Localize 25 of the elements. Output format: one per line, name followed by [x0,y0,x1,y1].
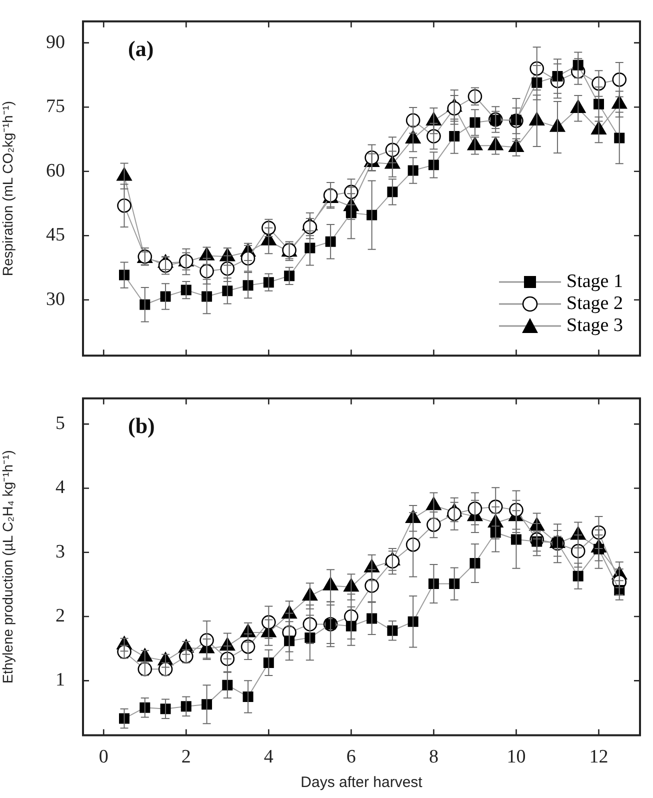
legend-label: Stage 2 [566,293,623,315]
x-tick-label: 12 [589,746,608,768]
y-axis-title: Ethylene production (µL C₂H₄ kg⁻¹h⁻¹) [0,450,16,684]
x-tick-label: 2 [181,746,191,768]
x-tick-label: 0 [98,746,108,768]
annotation: (a) [128,36,154,62]
y-tick-label: 1 [56,670,65,691]
y-tick-label: 45 [46,224,65,246]
x-tick-label: 10 [506,746,526,768]
y-tick-label: 60 [46,160,65,182]
y-tick-label: 75 [46,96,65,118]
y-tick-label: 2 [56,606,65,626]
y-tick-label: 90 [46,32,65,53]
x-tick-label: 8 [428,746,438,768]
y-tick-label: 30 [46,288,65,310]
y-tick-label: 5 [56,413,65,434]
y-tick-label: 3 [56,541,65,562]
x-tick-label: 4 [264,746,274,768]
x-axis-title: Days after harvest [300,774,424,792]
annotation: (b) [128,413,155,438]
legend-label: Stage 1 [566,271,623,293]
x-tick-label: 6 [346,746,356,768]
y-axis-title: Respiration (mL CO₂kg⁻¹h⁻¹) [0,100,16,276]
y-tick-label: 4 [56,477,66,498]
legend-label: Stage 3 [566,315,623,337]
